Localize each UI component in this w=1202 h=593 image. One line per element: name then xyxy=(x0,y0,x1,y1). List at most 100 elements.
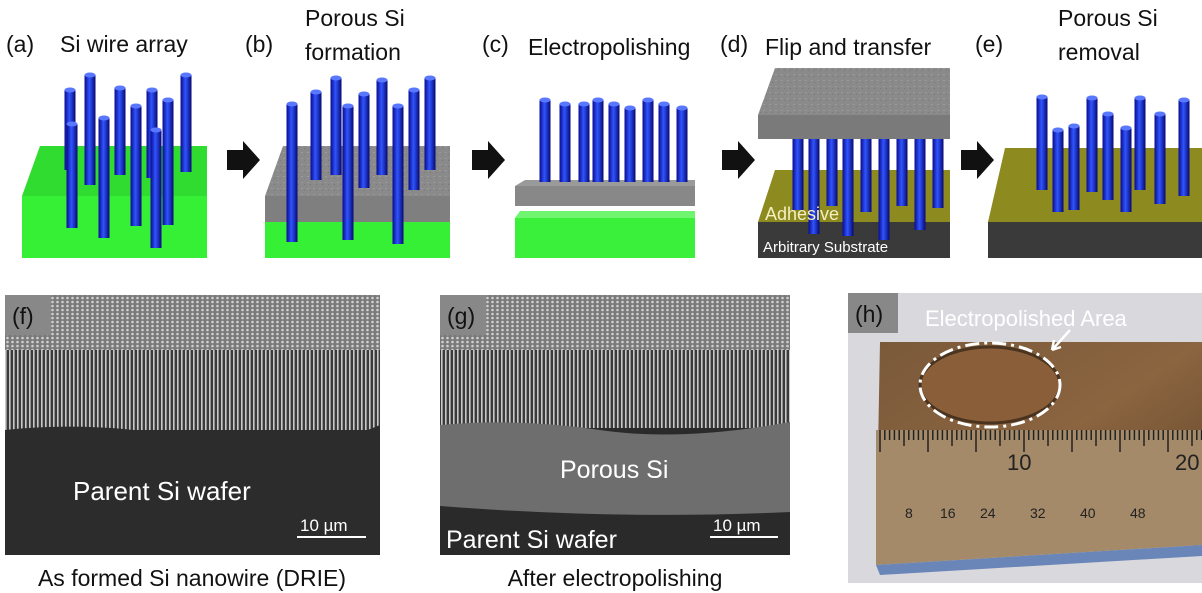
panel-title: Si wire array xyxy=(60,31,188,57)
wire-tip xyxy=(1179,98,1190,103)
adhesive-label: Adhesive xyxy=(765,204,839,224)
wire-tip xyxy=(1069,124,1080,129)
wire-tip xyxy=(67,122,78,127)
wire-tip xyxy=(1053,128,1064,133)
wire-tip xyxy=(65,88,76,93)
wire xyxy=(131,106,142,226)
wire xyxy=(1121,128,1132,212)
wire xyxy=(343,106,354,240)
wire xyxy=(677,108,688,182)
wire-tip xyxy=(181,73,192,78)
wire-tip xyxy=(1087,96,1098,101)
wire xyxy=(593,100,604,182)
wire xyxy=(425,78,436,170)
panel-title: formation xyxy=(305,39,401,65)
wire xyxy=(1103,114,1114,200)
wire-tip xyxy=(311,90,322,95)
wire-tip xyxy=(425,76,436,81)
wire xyxy=(393,106,404,244)
porous-top xyxy=(758,68,950,115)
sem-top xyxy=(440,295,790,350)
wire xyxy=(115,88,126,175)
wire-tip xyxy=(643,98,654,103)
wire-tip xyxy=(287,102,298,107)
wire xyxy=(409,90,420,190)
wire-tip xyxy=(151,128,162,133)
wire xyxy=(151,130,162,248)
schematic-c xyxy=(515,180,695,258)
wire xyxy=(879,135,890,240)
wire-tip xyxy=(163,98,174,103)
wire xyxy=(1037,97,1048,190)
wire-tip xyxy=(593,98,604,103)
wire xyxy=(843,135,854,236)
wire-tip xyxy=(540,98,551,103)
wire-tip xyxy=(131,104,142,109)
arrow xyxy=(722,141,755,179)
panel-label: (b) xyxy=(245,31,273,57)
wire-tip xyxy=(1121,126,1132,131)
wire xyxy=(67,124,78,228)
wire-tip xyxy=(659,102,670,107)
ruler-label: 24 xyxy=(980,505,996,521)
ruler-label: 40 xyxy=(1080,505,1096,521)
image-text: Porous Si xyxy=(560,456,668,484)
wire-tip xyxy=(1037,95,1048,100)
slab-front xyxy=(22,196,207,258)
wire xyxy=(163,100,174,225)
figure: (a) Si wire array (b) Porous Si formatio… xyxy=(0,0,1202,593)
wire-tip xyxy=(579,102,590,107)
sem-top xyxy=(5,295,380,350)
arrow xyxy=(227,141,260,179)
slab-top xyxy=(515,211,695,218)
wire xyxy=(625,108,636,182)
ruler-label: 10 xyxy=(1007,450,1031,475)
wire xyxy=(579,104,590,182)
porous-front xyxy=(758,115,950,139)
image-label: (g) xyxy=(447,303,475,329)
wire xyxy=(311,92,322,180)
wire xyxy=(287,104,298,242)
panel-label: (c) xyxy=(482,31,509,57)
wire xyxy=(1087,98,1098,192)
ruler-label: 32 xyxy=(1030,505,1046,521)
panel-label: (d) xyxy=(720,31,748,57)
ruler xyxy=(876,430,1202,565)
sem-image-f: (f) Parent Si wafer 10 µm As formed Si n… xyxy=(5,295,380,591)
wire-tip xyxy=(1135,96,1146,101)
scale-label: 10 µm xyxy=(300,516,348,535)
arrow xyxy=(961,141,994,179)
wire xyxy=(99,118,110,238)
wire-tip xyxy=(409,88,420,93)
page: {"panels":[ {"label":"(a)","title":["Si … xyxy=(0,0,1202,593)
wire-tip xyxy=(393,104,404,109)
scale-label: 10 µm xyxy=(713,516,761,535)
wire-tip xyxy=(331,76,342,81)
panel-title: Porous Si xyxy=(305,5,405,31)
wire-tip xyxy=(115,86,126,91)
wire xyxy=(1069,126,1080,210)
nanowires xyxy=(5,350,380,430)
panel-label: (e) xyxy=(975,31,1003,57)
wire xyxy=(181,75,192,172)
ruler-label: 20 xyxy=(1175,450,1199,475)
wire xyxy=(915,135,926,230)
ruler-label: 16 xyxy=(940,505,956,521)
image-text: Parent Si wafer xyxy=(446,526,617,554)
wire-tip xyxy=(560,102,571,107)
panel-title: Porous Si xyxy=(1058,5,1158,31)
wire xyxy=(1155,114,1166,204)
wire-tip xyxy=(625,106,636,111)
annotation: Electropolished Area xyxy=(925,306,1128,331)
image-label: (f) xyxy=(12,303,34,329)
polished-area xyxy=(920,347,1060,423)
wire xyxy=(659,104,670,182)
substrate-front xyxy=(988,222,1202,258)
image-label: (h) xyxy=(855,301,883,327)
wire-tip xyxy=(1155,112,1166,117)
ruler-label: 48 xyxy=(1130,505,1146,521)
wire-tip xyxy=(99,116,110,121)
wire xyxy=(643,100,654,182)
slab-front xyxy=(515,218,695,258)
arrow xyxy=(472,141,505,179)
